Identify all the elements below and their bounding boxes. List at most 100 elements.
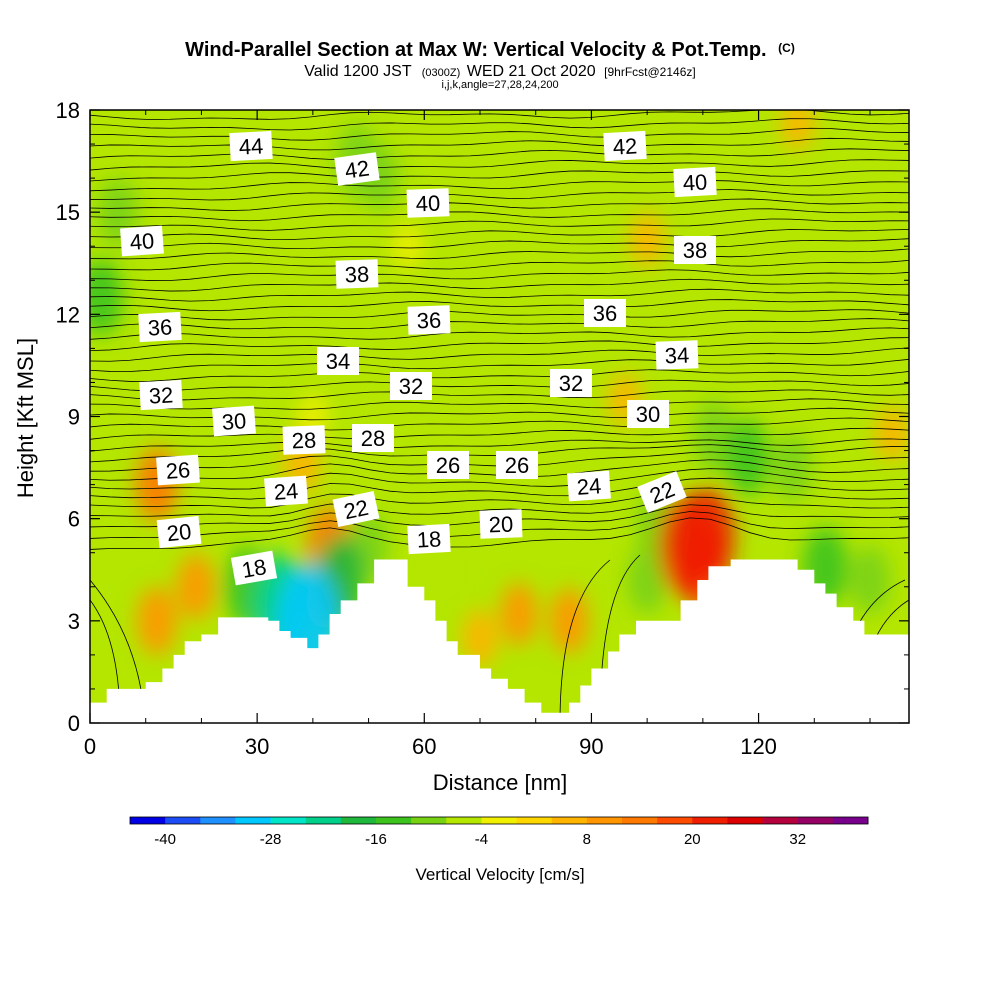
- theta-label-box: [317, 347, 359, 375]
- theta-label-text: 36: [147, 314, 173, 340]
- theta-label-box: [407, 305, 451, 335]
- theta-label-text: 42: [612, 133, 638, 159]
- theta-contour: [90, 309, 909, 321]
- colorbar-tick-label: -28: [260, 831, 282, 848]
- theta-label-text: 38: [344, 262, 369, 288]
- theta-label-box: [390, 372, 432, 400]
- colorbar-swatch: [481, 817, 518, 824]
- velocity-region: [850, 545, 890, 614]
- subtitle-date: WED 21 Oct 2020: [467, 63, 596, 80]
- colorbar-swatch: [622, 817, 658, 824]
- y-tick-label: 9: [68, 405, 80, 430]
- velocity-region: [658, 495, 714, 597]
- x-tick-label: 120: [740, 734, 777, 759]
- velocity-region: [549, 588, 589, 654]
- theta-contour: [90, 379, 909, 392]
- colorbar-tick-label: -4: [475, 831, 488, 848]
- colorbar-swatch: [657, 817, 693, 824]
- theta-label-box: [584, 299, 626, 327]
- theta-label: 40: [673, 166, 717, 198]
- theta-label-text: 18: [416, 526, 442, 552]
- theta-label: 26: [496, 451, 538, 479]
- theta-label-text: 40: [415, 191, 440, 217]
- theta-contour: [90, 337, 909, 352]
- theta-contour: [90, 487, 909, 509]
- theta-contour: [90, 110, 909, 120]
- theta-label-box: [230, 550, 278, 586]
- x-tick-label: 30: [245, 734, 269, 759]
- theta-label-box: [264, 475, 308, 507]
- theta-contour: [90, 229, 909, 241]
- theta-label-box: [156, 454, 200, 486]
- colorbar-swatch: [340, 817, 377, 824]
- theta-label-box: [352, 424, 394, 452]
- theta-label: 20: [156, 515, 202, 549]
- theta-label: 36: [584, 299, 626, 327]
- y-tick-label: 15: [56, 200, 80, 225]
- theta-contour: [90, 278, 909, 292]
- theta-label-text: 42: [343, 155, 371, 183]
- theta-label-text: 38: [683, 238, 707, 263]
- theta-label: 32: [550, 369, 592, 397]
- theta-contour: [90, 299, 909, 312]
- velocity-region: [875, 406, 909, 461]
- theta-label: 28: [352, 424, 394, 452]
- theta-label-text: 26: [436, 453, 460, 478]
- y-tick-label: 12: [56, 302, 80, 327]
- theta-contour: [90, 468, 909, 490]
- theta-contour: [90, 137, 909, 151]
- theta-contour: [90, 288, 909, 302]
- theta-contour-labels: 44 42 42 40 40 40 38 38 36 36 36 34 34 32 32 32 30 30 28 28…: [120, 130, 717, 586]
- svg-text:Valid 1200 JST (0300Z): Valid 1200 JST (0300Z) WED 21 Oct 2020 […: [304, 63, 695, 80]
- colorbar-swatch: [165, 817, 201, 824]
- plot-area: 44 42 42 40 40 40 38 38 36 36 36 34 34 32 32 32 30 30 28 28…: [90, 110, 909, 723]
- theta-label-box: [627, 400, 669, 428]
- theta-label-text: 28: [361, 426, 385, 451]
- colorbar-swatch: [270, 817, 307, 824]
- theta-label-text: 26: [505, 453, 529, 478]
- subtitle-fcst: [9hrFcst@2146z]: [604, 65, 696, 79]
- theta-label-text: 30: [221, 408, 247, 435]
- theta-label: 42: [334, 152, 380, 186]
- theta-label-box: [673, 166, 717, 198]
- chart-title-group: Wind-Parallel Section at Max W: Vertical…: [185, 39, 795, 91]
- colorbar-swatch: [551, 817, 588, 824]
- theta-contour: [90, 170, 909, 182]
- velocity-region: [725, 419, 770, 496]
- y-tick-label: 6: [68, 507, 80, 532]
- theta-contour: [90, 259, 909, 271]
- theta-label-text: 24: [273, 478, 299, 505]
- theta-label: 26: [156, 454, 200, 486]
- theta-contour: [90, 347, 909, 362]
- theta-label: 30: [212, 405, 256, 437]
- colorbar-tick-label: 20: [684, 831, 701, 848]
- theta-label: 44: [229, 130, 273, 162]
- velocity-region: [627, 545, 668, 614]
- svg-text:Wind-Parallel Section at Max W: Wind-Parallel Section at Max W: Vertical…: [185, 39, 795, 61]
- theta-label: 28: [282, 425, 326, 455]
- terrain: [90, 559, 909, 723]
- theta-contour: [90, 438, 909, 452]
- theta-label: 24: [264, 475, 308, 507]
- theta-label: 40: [406, 188, 450, 218]
- theta-contour: [90, 389, 909, 401]
- velocity-region: [692, 400, 736, 474]
- theta-label: 30: [627, 400, 669, 428]
- theta-label: 20: [479, 509, 523, 539]
- velocity-region: [772, 433, 812, 502]
- colorbar-swatch: [411, 817, 447, 824]
- theta-label: 42: [603, 130, 647, 162]
- velocity-region: [392, 223, 423, 270]
- theta-label: 34: [317, 347, 359, 375]
- colorbar-swatch: [586, 817, 623, 824]
- theta-label-text: 22: [342, 495, 371, 525]
- theta-label-box: [603, 130, 647, 162]
- colorbar-swatch: [235, 817, 272, 824]
- subtitle-valid: Valid 1200 JST: [304, 63, 412, 80]
- theta-label-box: [655, 340, 699, 370]
- velocity-region: [500, 582, 538, 646]
- theta-label-box: [156, 515, 202, 549]
- theta-label-box: [282, 425, 326, 455]
